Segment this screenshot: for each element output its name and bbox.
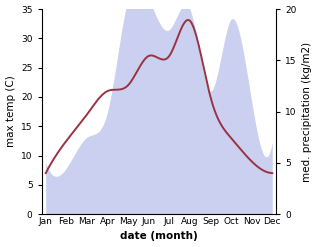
Y-axis label: max temp (C): max temp (C) <box>5 76 16 147</box>
Y-axis label: med. precipitation (kg/m2): med. precipitation (kg/m2) <box>302 41 313 182</box>
X-axis label: date (month): date (month) <box>120 231 198 242</box>
